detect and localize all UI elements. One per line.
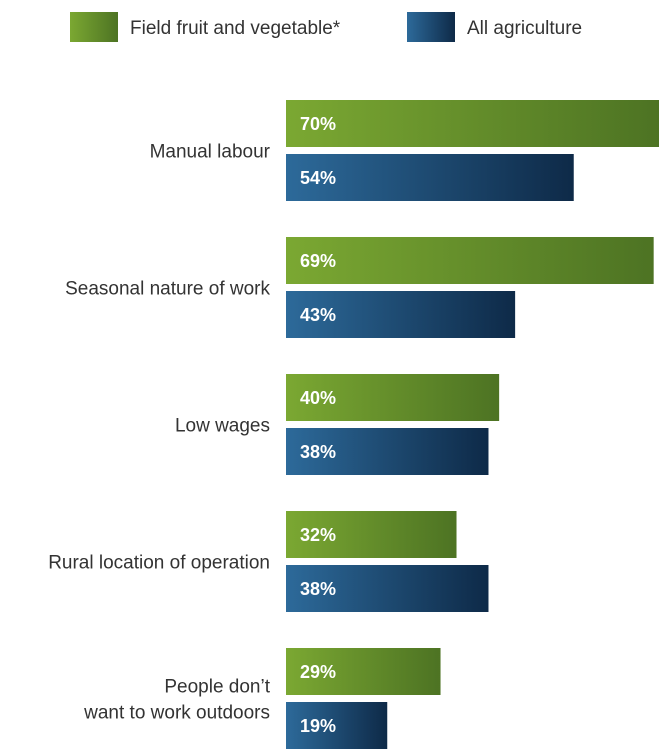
category-label: want to work outdoors [83, 703, 270, 724]
bar-value-label: 70% [300, 114, 336, 134]
category-label: Rural location of operation [48, 553, 270, 574]
bar-all-agriculture-2 [286, 291, 516, 338]
bar-value-label: 43% [300, 305, 336, 325]
bar-all-agriculture-5 [286, 702, 388, 749]
bar-value-label: 29% [300, 662, 336, 682]
bar-all-agriculture-1 [286, 154, 574, 201]
bar-value-label: 38% [300, 442, 336, 462]
bar-field-fruit-vegetable-4 [286, 511, 457, 558]
legend-label-2: All agriculture [467, 18, 582, 39]
legend-swatch-2 [407, 12, 455, 42]
bar-value-label: 38% [300, 579, 336, 599]
bar-all-agriculture-4 [286, 565, 489, 612]
legend-label-1: Field fruit and vegetable* [130, 18, 341, 39]
bar-field-fruit-vegetable-5 [286, 648, 441, 695]
bar-value-label: 54% [300, 168, 336, 188]
bar-field-fruit-vegetable-3 [286, 374, 500, 421]
category-label: People don’t [164, 677, 270, 698]
bar-value-label: 19% [300, 716, 336, 736]
legend-swatch-1 [70, 12, 118, 42]
bar-value-label: 40% [300, 388, 336, 408]
legend: Field fruit and vegetable* All agricultur… [70, 12, 582, 42]
category-label: Manual labour [150, 142, 271, 163]
plot-area: 70% 54% Manual labour 69% 43% Seasonal nature… [48, 100, 659, 749]
category-label: Seasonal nature of work [65, 279, 270, 300]
bar-value-label: 32% [300, 525, 336, 545]
category-label: Low wages [175, 416, 270, 437]
bar-value-label: 69% [300, 251, 336, 271]
bar-field-fruit-vegetable-2 [286, 237, 654, 284]
bar-all-agriculture-3 [286, 428, 489, 475]
bar-field-fruit-vegetable-1 [286, 100, 659, 147]
